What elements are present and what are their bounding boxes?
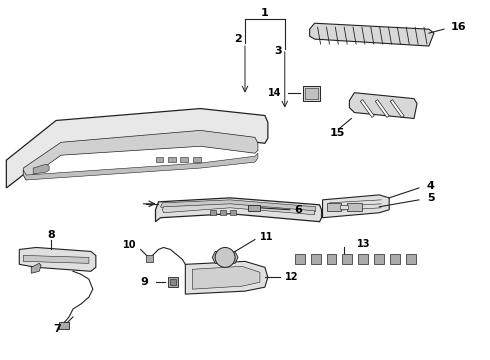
Polygon shape [59,322,69,329]
Polygon shape [23,130,258,180]
Polygon shape [210,210,216,215]
Polygon shape [374,255,384,264]
Polygon shape [343,255,352,264]
Polygon shape [169,157,176,162]
Polygon shape [326,203,342,211]
Polygon shape [248,205,260,211]
Text: 14: 14 [269,88,282,98]
Text: 2: 2 [234,34,242,44]
Polygon shape [390,255,400,264]
Polygon shape [163,204,315,215]
Polygon shape [322,195,389,218]
Polygon shape [212,251,238,264]
Polygon shape [230,210,236,215]
Circle shape [215,247,235,267]
Polygon shape [155,198,321,222]
Polygon shape [349,93,417,118]
Polygon shape [220,210,226,215]
Text: 6: 6 [294,205,303,215]
Polygon shape [358,255,368,264]
Polygon shape [161,200,316,212]
Text: 11: 11 [260,231,273,242]
Polygon shape [180,157,188,162]
Polygon shape [23,153,258,180]
Text: 15: 15 [330,129,345,138]
Polygon shape [19,247,96,271]
Polygon shape [193,157,201,162]
Text: 7: 7 [53,324,61,334]
Polygon shape [23,255,89,264]
Polygon shape [305,88,318,99]
Polygon shape [31,264,41,273]
Polygon shape [294,255,305,264]
Polygon shape [33,164,49,174]
Text: 3: 3 [274,46,282,56]
Text: 5: 5 [427,193,435,203]
Text: 8: 8 [47,230,55,239]
Polygon shape [155,157,164,162]
Polygon shape [347,203,362,211]
Text: 16: 16 [451,22,466,32]
Polygon shape [311,255,320,264]
Polygon shape [185,261,268,294]
Polygon shape [341,205,348,209]
Text: 10: 10 [123,240,137,251]
Text: 4: 4 [427,181,435,191]
Polygon shape [310,23,434,46]
Text: 1: 1 [261,8,269,18]
Polygon shape [169,277,178,287]
Polygon shape [326,255,337,264]
Text: 12: 12 [285,272,298,282]
Polygon shape [406,255,416,264]
Polygon shape [171,279,176,285]
Text: 9: 9 [141,277,148,287]
Polygon shape [303,86,319,100]
Text: 13: 13 [357,239,371,248]
Polygon shape [192,266,260,289]
Polygon shape [6,109,268,188]
Polygon shape [146,255,152,262]
